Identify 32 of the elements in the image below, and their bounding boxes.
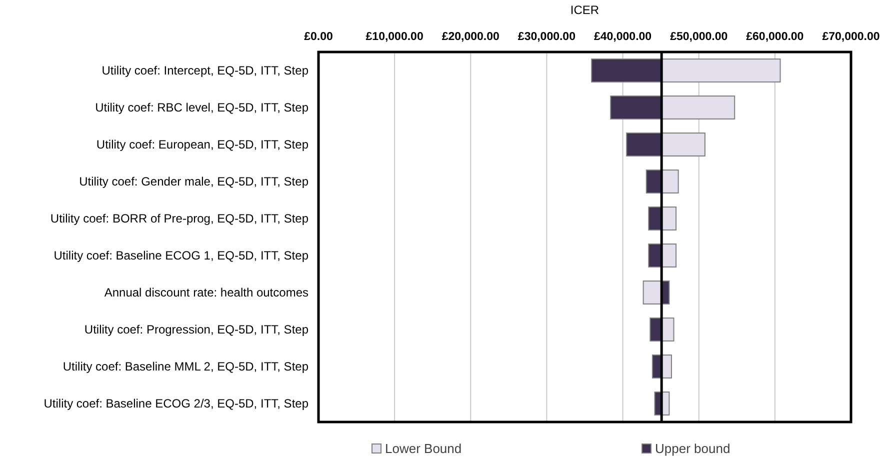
x-tick-label: £40,000.00	[594, 31, 652, 43]
x-tick-label: £20,000.00	[442, 31, 500, 43]
x-tick-label: £70,000.00	[822, 31, 880, 43]
bar	[591, 58, 662, 82]
x-tick-label: £30,000.00	[518, 31, 576, 43]
y-tick-label: Utility coef: RBC level, EQ-5D, ITT, Step	[95, 100, 309, 115]
bar	[661, 58, 781, 82]
x-tick-label: £60,000.00	[746, 31, 804, 43]
y-tick-label: Utility coef: Baseline ECOG 2/3, EQ-5D, ITT, Step	[44, 396, 309, 411]
bar	[648, 206, 662, 230]
y-tick-label: Utility coef: European, EQ-5D, ITT, Step	[96, 138, 309, 152]
legend-label: Upper bound	[655, 441, 730, 456]
bar	[642, 280, 662, 304]
bar	[661, 96, 736, 120]
y-tick-label: Annual discount rate: health outcomes	[104, 286, 308, 300]
bar	[646, 170, 662, 194]
x-axis-title: ICER	[570, 3, 600, 17]
y-tick-label: Utility coef: Progression, EQ-5D, ITT, Step	[84, 322, 309, 337]
y-tick-label: Utility coef: BORR of Pre-prog, EQ-5D, ITT, Step	[50, 212, 309, 226]
y-tick-label: Utility coef: Baseline ECOG 1, EQ-5D, ITT, Step	[54, 248, 309, 263]
y-tick-label: Utility coef: Baseline MML 2, EQ-5D, ITT, Step	[62, 360, 309, 374]
legend-label: Lower Bound	[385, 441, 462, 456]
bar	[648, 244, 662, 268]
bar	[661, 132, 706, 156]
x-tick-label: £50,000.00	[670, 31, 728, 43]
bar	[610, 96, 662, 120]
y-tick-label: Utility coef: Gender male, EQ-5D, ITT, Step	[79, 174, 309, 189]
bar	[626, 132, 662, 156]
x-tick-label: £0.00	[304, 31, 333, 43]
bar	[661, 170, 679, 194]
x-tick-label: £10,000.00	[366, 31, 424, 43]
y-tick-label: Utility coef: Intercept, EQ-5D, ITT, Step	[102, 64, 309, 78]
